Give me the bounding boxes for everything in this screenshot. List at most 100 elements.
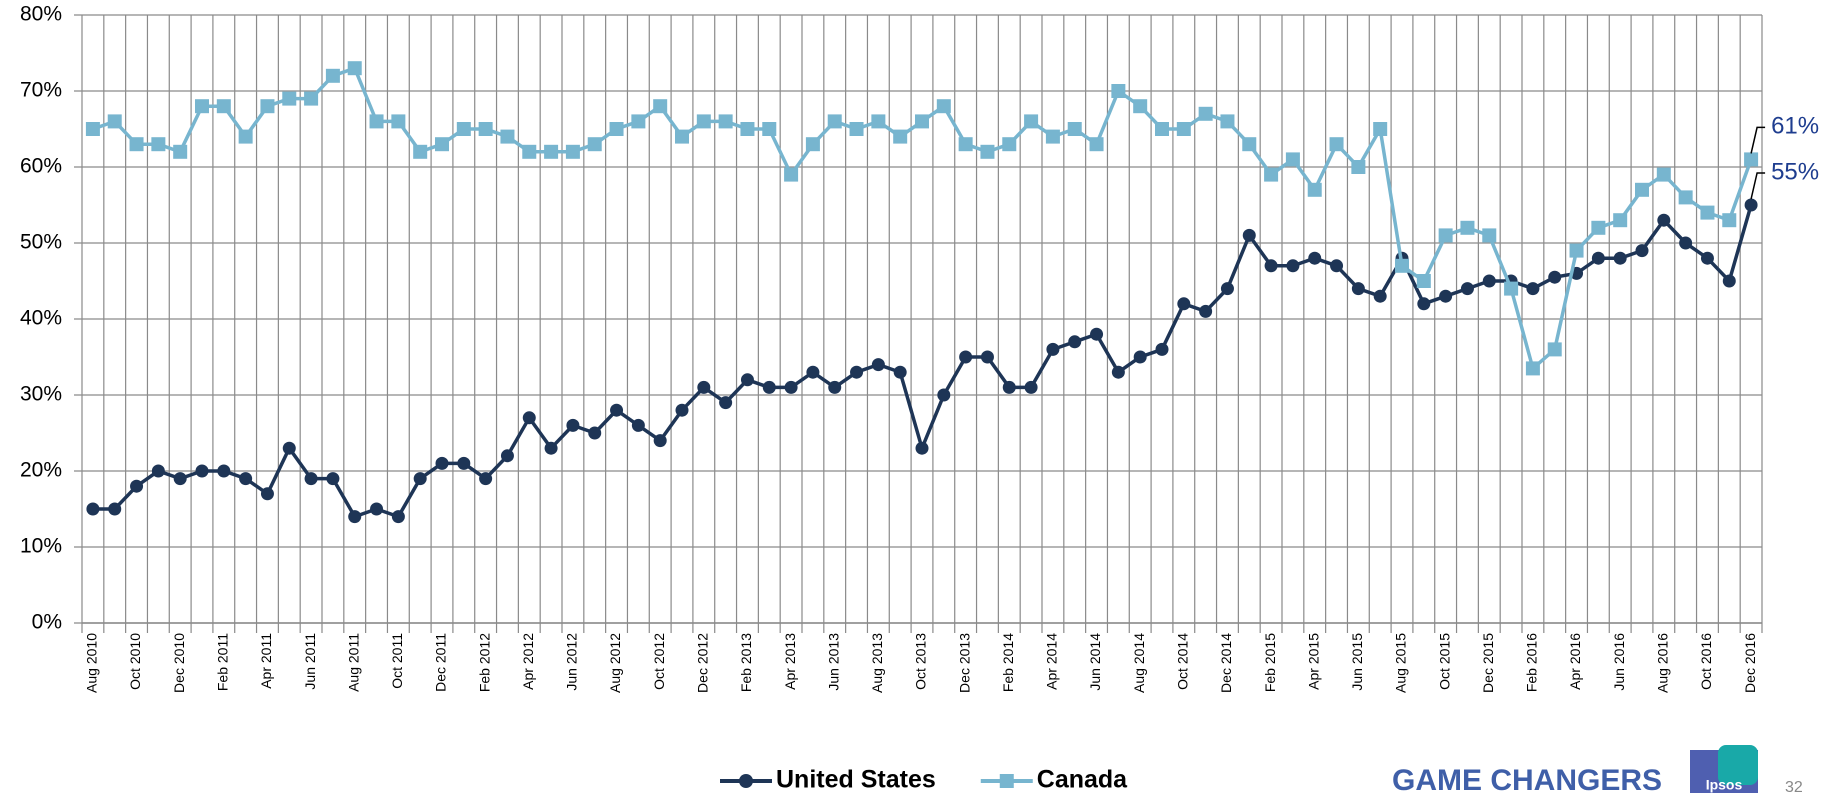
marker <box>1679 236 1693 250</box>
marker <box>1722 213 1737 228</box>
legend-label: United States <box>776 766 936 793</box>
marker <box>762 122 777 136</box>
marker <box>696 114 711 129</box>
x-tick-label: Oct 2010 <box>127 633 143 690</box>
x-tick-label: Aug 2015 <box>1393 633 1409 693</box>
marker <box>1438 228 1453 243</box>
marker <box>1177 297 1191 311</box>
x-tick-label: Oct 2014 <box>1175 633 1191 690</box>
marker <box>500 449 514 463</box>
x-tick-label: Jun 2011 <box>302 633 318 690</box>
marker <box>805 137 820 152</box>
x-tick-label: Feb 2015 <box>1262 633 1278 692</box>
marker <box>719 396 733 410</box>
label-leader <box>1750 172 1766 200</box>
marker <box>326 472 340 486</box>
x-tick-label: Dec 2012 <box>695 633 711 693</box>
marker <box>1176 122 1191 136</box>
marker <box>1613 251 1627 265</box>
marker <box>1286 259 1300 273</box>
marker <box>1285 152 1300 167</box>
marker <box>1373 289 1387 303</box>
marker <box>1548 270 1562 284</box>
marker <box>1220 282 1234 296</box>
marker <box>1744 198 1758 212</box>
marker <box>588 426 602 440</box>
logo-text: Ipsos <box>1706 777 1743 793</box>
x-tick-label: Apr 2016 <box>1567 633 1583 690</box>
x-tick-label: Dec 2010 <box>171 633 187 693</box>
marker <box>609 122 624 136</box>
x-tick-label: Jun 2013 <box>825 633 841 691</box>
marker <box>827 114 842 129</box>
marker <box>631 418 645 432</box>
marker <box>1024 380 1038 394</box>
marker <box>544 441 558 455</box>
marker <box>1722 274 1736 288</box>
x-tick-label: Jun 2014 <box>1087 633 1103 691</box>
marker <box>718 114 733 129</box>
marker <box>325 68 340 83</box>
marker <box>1067 122 1082 136</box>
marker <box>1613 213 1628 228</box>
x-tick-label: Jun 2016 <box>1611 633 1627 691</box>
x-tick-label: Jun 2012 <box>564 633 580 691</box>
y-tick-label: 80% <box>20 3 62 26</box>
marker <box>1569 243 1584 258</box>
legend-marker <box>999 774 1014 788</box>
marker <box>1460 220 1475 235</box>
y-tick-label: 30% <box>20 383 62 406</box>
x-tick-label: Dec 2015 <box>1480 633 1496 693</box>
marker <box>1417 297 1431 311</box>
marker <box>1439 289 1453 303</box>
marker <box>1242 228 1256 242</box>
marker <box>980 144 995 159</box>
marker <box>1155 342 1169 356</box>
marker <box>828 380 842 394</box>
marker <box>1482 274 1496 288</box>
marker <box>653 434 667 448</box>
marker <box>216 99 231 114</box>
marker <box>1351 282 1365 296</box>
series-line <box>92 66 1753 372</box>
x-tick-label: Aug 2012 <box>607 633 623 693</box>
marker <box>544 144 559 159</box>
marker <box>435 137 449 152</box>
marker <box>413 144 428 159</box>
marker <box>1089 137 1104 152</box>
marker <box>1068 335 1082 349</box>
marker <box>370 502 384 516</box>
data-label: 55% <box>1771 158 1819 185</box>
x-tick-label: Oct 2015 <box>1436 633 1452 690</box>
marker <box>915 441 929 455</box>
x-tick-label: Aug 2013 <box>869 633 885 693</box>
marker <box>1635 244 1649 258</box>
marker <box>1547 342 1562 357</box>
x-tick-label: Oct 2012 <box>651 633 667 690</box>
marker <box>566 418 580 432</box>
marker <box>1220 114 1235 129</box>
x-tick-label: Apr 2014 <box>1044 633 1060 690</box>
label-leader <box>1750 126 1766 154</box>
marker <box>1416 274 1431 288</box>
marker <box>1460 282 1474 296</box>
marker <box>1526 282 1540 296</box>
marker <box>697 380 711 394</box>
x-tick-label: Feb 2013 <box>738 633 754 692</box>
page-number: 32 <box>1785 779 1803 793</box>
marker <box>1504 281 1519 296</box>
marker <box>1155 122 1169 136</box>
marker <box>369 114 384 129</box>
marker <box>1264 167 1279 182</box>
x-tick-label: Apr 2011 <box>258 633 274 689</box>
marker <box>1199 304 1213 318</box>
marker <box>1242 137 1257 152</box>
marker <box>151 464 165 478</box>
marker <box>238 129 253 144</box>
marker <box>1111 84 1126 98</box>
marker <box>1024 114 1039 129</box>
logo-accent <box>1718 745 1758 785</box>
marker <box>1090 327 1104 341</box>
marker <box>1656 167 1671 182</box>
